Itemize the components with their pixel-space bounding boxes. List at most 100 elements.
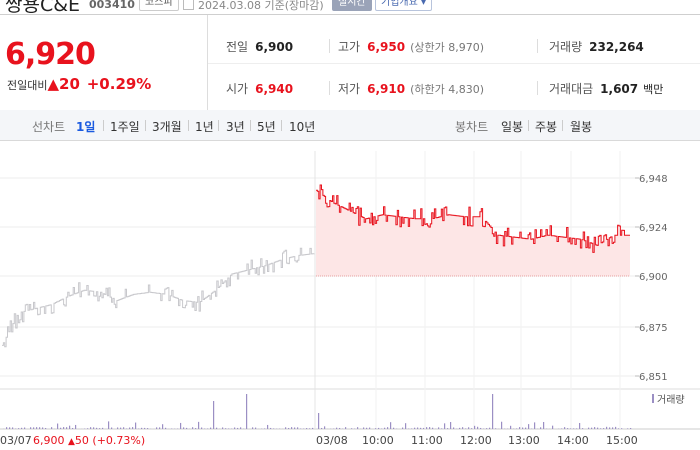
x-tick-label: 03/07 <box>0 434 32 447</box>
volume-bar <box>72 427 74 429</box>
volume-bar <box>246 394 248 429</box>
volume-bar <box>9 427 11 429</box>
volume-bar <box>363 427 365 429</box>
open-value: 6,940 <box>255 82 294 96</box>
high-price: 고가 6,950 (상한가 8,970) <box>338 38 484 55</box>
volume-bar <box>603 428 605 429</box>
x-tick-label: 11:00 <box>411 434 443 447</box>
volume-bar <box>378 427 380 429</box>
volume-bar <box>267 424 269 429</box>
volume-bar <box>102 427 104 429</box>
x-tick-label: 15:00 <box>606 434 638 447</box>
volume-bar <box>390 422 392 429</box>
volume-bar <box>420 427 422 429</box>
volume-bar <box>318 413 320 429</box>
trade-amount: 거래대금 1,607 백만 <box>549 80 663 97</box>
volume-bar <box>393 427 395 429</box>
volume-bar <box>297 427 299 429</box>
live-button[interactable]: 실시간 <box>332 0 372 11</box>
x-tick-label: 03/08 <box>316 434 348 447</box>
company-info-dropdown[interactable]: 기업개요 ▾ <box>375 0 433 11</box>
volume-bar <box>489 427 491 429</box>
volume-bar <box>87 428 89 429</box>
volume-bar <box>387 427 389 429</box>
volume-bar <box>471 428 473 429</box>
volume-bar <box>369 427 371 429</box>
volume-bar <box>510 425 512 429</box>
volume-bar <box>423 427 425 429</box>
high-value: 6,950 <box>367 40 406 54</box>
upper-limit: (상한가 8,970) <box>410 41 484 54</box>
volume: 거래량 232,264 <box>549 38 644 55</box>
tab-divider <box>250 120 251 131</box>
tab-3y[interactable]: 3년 <box>226 120 245 134</box>
tab-10y[interactable]: 10년 <box>289 120 316 134</box>
volume-bars <box>3 394 632 429</box>
divider <box>537 39 538 53</box>
intraday-chart[interactable]: 6,948 6,924 6,900 6,875 6,851 03/07 03/08 10:0… <box>0 141 700 450</box>
volume-bar <box>186 427 188 429</box>
price-change: 전일대비▲20 +0.29% <box>7 75 151 93</box>
volume-bar <box>528 424 530 429</box>
volume-bar <box>123 427 125 429</box>
volume-bar <box>312 427 314 429</box>
prev-day-price: 6,900 <box>33 434 68 447</box>
volume-bar <box>210 427 212 429</box>
volume-bar <box>345 427 347 429</box>
volume-bar <box>414 427 416 429</box>
volume-bar <box>156 427 158 429</box>
amount-label: 거래대금 <box>549 82 594 96</box>
volume-bar <box>522 427 524 429</box>
volume-bar <box>255 427 257 429</box>
volume-legend: 거래량 <box>652 394 685 406</box>
tab-5y[interactable]: 5년 <box>257 120 276 134</box>
volume-bar <box>492 394 494 429</box>
volume-bar <box>216 427 218 429</box>
volume-bar <box>621 428 623 429</box>
volume-bar <box>351 428 353 429</box>
tab-1w[interactable]: 1주일 <box>110 120 140 134</box>
volume-bar <box>477 426 479 429</box>
volume-bar <box>582 428 584 429</box>
volume-bar <box>222 427 224 429</box>
x-tick-label: 10:00 <box>362 434 394 447</box>
volume-bar <box>543 421 545 429</box>
x-tick-label: 12:00 <box>460 434 492 447</box>
tab-divider <box>145 120 146 131</box>
volume-bar <box>534 422 536 429</box>
y-tick-label: 6,948 <box>639 174 668 185</box>
amount-value: 1,607 <box>600 82 639 96</box>
volume-bar <box>495 428 497 429</box>
volume-bar <box>6 427 8 429</box>
company-info-label: 기업개요 <box>381 0 418 8</box>
volume-bar <box>141 427 143 429</box>
volume-legend-label: 거래량 <box>657 394 685 406</box>
volume-bar <box>273 428 275 429</box>
tab-weekly[interactable]: 주봉 <box>535 120 558 134</box>
tab-1d[interactable]: 1일 <box>76 120 96 134</box>
volume-bar <box>525 427 527 429</box>
stock-code: 003410 <box>89 0 135 11</box>
prev-day-summary: 6,900 ▲50 (+0.73%) <box>33 434 145 447</box>
tab-divider <box>528 120 529 131</box>
volume-bar <box>309 428 311 429</box>
tab-monthly[interactable]: 월봉 <box>570 120 593 134</box>
volume-bar <box>444 423 446 429</box>
volume-bar <box>609 427 611 429</box>
tab-3m[interactable]: 3개월 <box>152 120 182 134</box>
volume-bar <box>561 428 563 429</box>
tab-divider <box>562 120 563 131</box>
volume-bar <box>339 427 341 429</box>
volume-bar <box>591 427 593 429</box>
high-label: 고가 <box>338 40 361 54</box>
tab-1y[interactable]: 1년 <box>195 120 214 134</box>
tab-daily[interactable]: 일봉 <box>501 120 524 134</box>
volume-bar <box>45 427 47 429</box>
volume-bar <box>465 428 467 429</box>
volume-bar <box>600 428 602 429</box>
prev-day-change: 50 <box>75 434 93 447</box>
volume-bar <box>570 428 572 429</box>
divider <box>329 39 330 53</box>
volume-bar <box>573 428 575 429</box>
chevron-down-icon: ▾ <box>421 0 427 8</box>
